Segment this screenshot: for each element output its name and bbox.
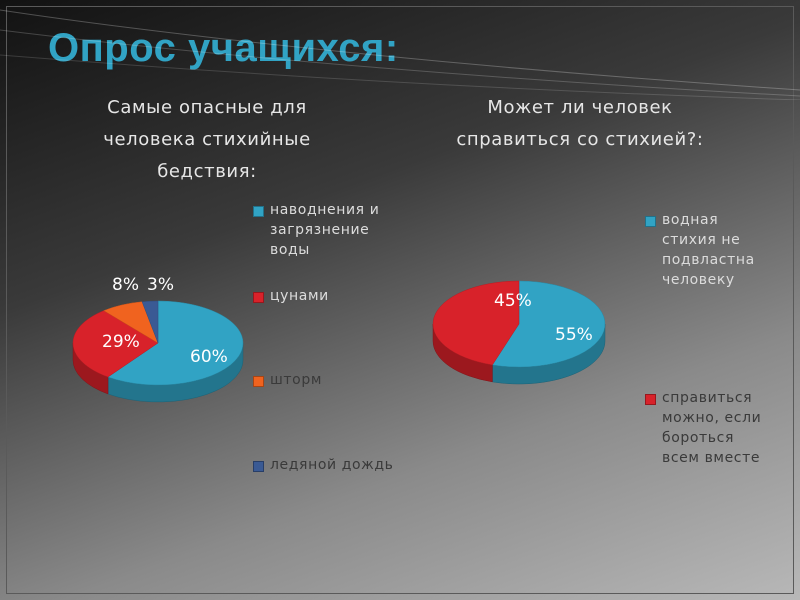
legend-item-together: справиться можно, если бороться всем вме…	[645, 388, 795, 468]
data-label: 3%	[147, 275, 174, 295]
legend-swatch	[253, 376, 264, 387]
legend-item-storm: шторм	[253, 370, 403, 390]
data-label: 8%	[112, 275, 139, 295]
legend-line: наводнения и	[270, 202, 380, 218]
pie-slice	[72, 310, 159, 378]
pie-chart-2: 55% 45%	[432, 280, 606, 385]
slide-frame	[6, 6, 794, 594]
chart1-title-line: бедствия:	[157, 161, 257, 182]
legend-item-water-not-controlled: водная стихия не подвластна человеку	[645, 210, 795, 290]
chart1-title: Самые опасные для человека стихийные бед…	[82, 92, 332, 188]
legend-label: справиться можно, если бороться всем вме…	[662, 388, 761, 468]
data-label: 45%	[494, 291, 532, 311]
legend-line: всем вместе	[662, 450, 761, 466]
legend-label: водная стихия не подвластна человеку	[662, 210, 755, 290]
legend-swatch	[253, 206, 264, 217]
slide-title: Опрос учащихся:	[48, 26, 399, 70]
chart1-title-line: человека стихийные	[103, 129, 311, 150]
legend-swatch	[253, 292, 264, 303]
legend-label: наводнения и загрязнение воды	[270, 200, 379, 260]
data-label: 29%	[102, 332, 140, 352]
legend-swatch	[253, 461, 264, 472]
decorative-waves	[0, 9, 800, 100]
legend-item-tsunami: цунами	[253, 286, 403, 306]
legend-line: бороться	[662, 430, 734, 446]
pie-slice	[432, 280, 520, 366]
legend-line: справиться	[662, 390, 753, 406]
chart2-title-line: справиться со стихией?:	[456, 129, 704, 150]
data-label: 55%	[555, 325, 593, 345]
chart2-title: Может ли человек справиться со стихией?:	[450, 92, 710, 156]
legend-swatch	[645, 394, 656, 405]
legend-label: ледяной дождь	[270, 455, 394, 475]
legend-line: загрязнение	[270, 222, 370, 238]
data-label: 60%	[190, 347, 228, 367]
legend-line: ледяной дождь	[270, 457, 394, 473]
legend-line: водная	[662, 212, 719, 228]
legend-label: шторм	[270, 370, 322, 390]
legend-line: шторм	[270, 372, 322, 388]
legend-label: цунами	[270, 286, 329, 306]
pie-chart-1: 60% 29% 8% 3%	[72, 275, 244, 403]
chart2-title-line: Может ли человек	[487, 97, 673, 118]
legend-line: можно, если	[662, 410, 762, 426]
legend-item-floods: наводнения и загрязнение воды	[253, 200, 403, 260]
pie-slice	[107, 300, 244, 386]
legend-swatch	[645, 216, 656, 227]
pie-slice	[141, 300, 159, 344]
legend-line: человеку	[662, 272, 735, 288]
legend-item-ice-rain: ледяной дождь	[253, 455, 403, 475]
legend-line: воды	[270, 242, 310, 258]
legend-line: подвластна	[662, 252, 755, 268]
legend-line: стихия не	[662, 232, 741, 248]
legend-line: цунами	[270, 288, 329, 304]
pie-slice	[492, 280, 606, 368]
chart1-title-line: Самые опасные для	[107, 97, 307, 118]
